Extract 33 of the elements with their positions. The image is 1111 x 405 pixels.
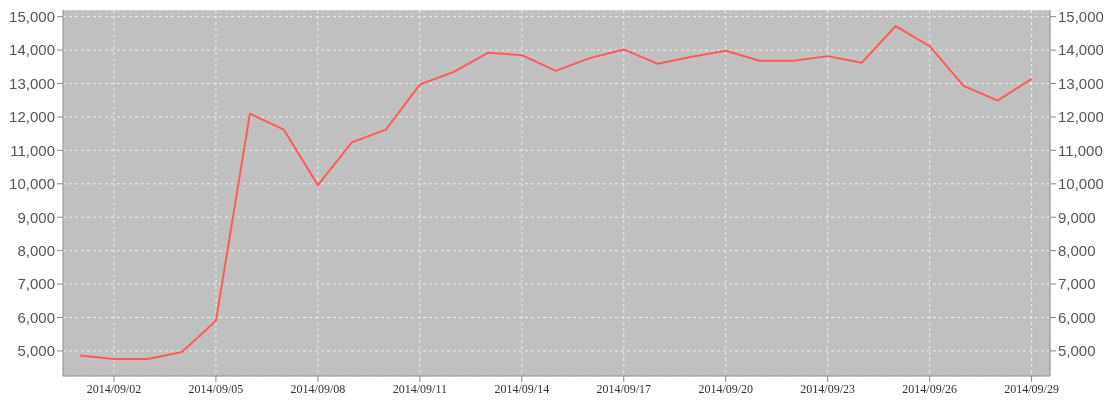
x-tick-label: 2014/09/29 <box>1004 381 1059 396</box>
y-tick-label: 8,000 <box>17 241 55 259</box>
y2-tick-label: 12,000 <box>1058 108 1104 126</box>
y-tick-label: 14,000 <box>9 41 55 59</box>
y2-tick-label: 9,000 <box>1058 208 1096 226</box>
y-tick-label: 11,000 <box>10 141 55 159</box>
y-tick-label: 12,000 <box>9 108 55 126</box>
y-tick-label: 10,000 <box>9 175 55 193</box>
y-tick-label: 9,000 <box>17 208 55 226</box>
x-tick-label: 2014/09/20 <box>698 381 754 396</box>
y2-tick-label: 15,000 <box>1058 8 1104 26</box>
y-tick-label: 15,000 <box>9 8 55 26</box>
x-tick-label: 2014/09/17 <box>596 381 652 396</box>
x-tick-label: 2014/09/08 <box>290 381 346 396</box>
line-series <box>78 25 1033 360</box>
y-tick-label: 5,000 <box>17 342 55 360</box>
y2-tick-label: 5,000 <box>1058 342 1096 360</box>
x-tick-label: 2014/09/23 <box>800 381 856 396</box>
y2-tick-label: 10,000 <box>1058 175 1104 193</box>
x-tick-label: 2014/09/11 <box>392 381 447 396</box>
y2-tick-label: 7,000 <box>1058 275 1096 293</box>
x-tick-label: 2014/09/05 <box>188 381 244 396</box>
y2-tick-label: 11,000 <box>1058 141 1103 159</box>
y2-tick-label: 13,000 <box>1058 74 1104 92</box>
y2-tick-label: 14,000 <box>1058 41 1104 59</box>
x-tick-label: 2014/09/26 <box>902 381 957 396</box>
y2-tick-label: 8,000 <box>1058 241 1096 259</box>
x-tick-label: 2014/09/14 <box>494 381 550 396</box>
y-tick-label: 7,000 <box>17 275 55 293</box>
y2-tick-label: 6,000 <box>1058 308 1096 326</box>
x-tick-label: 2014/09/02 <box>86 381 142 396</box>
y-tick-label: 6,000 <box>17 308 55 326</box>
y-tick-label: 13,000 <box>9 74 55 92</box>
